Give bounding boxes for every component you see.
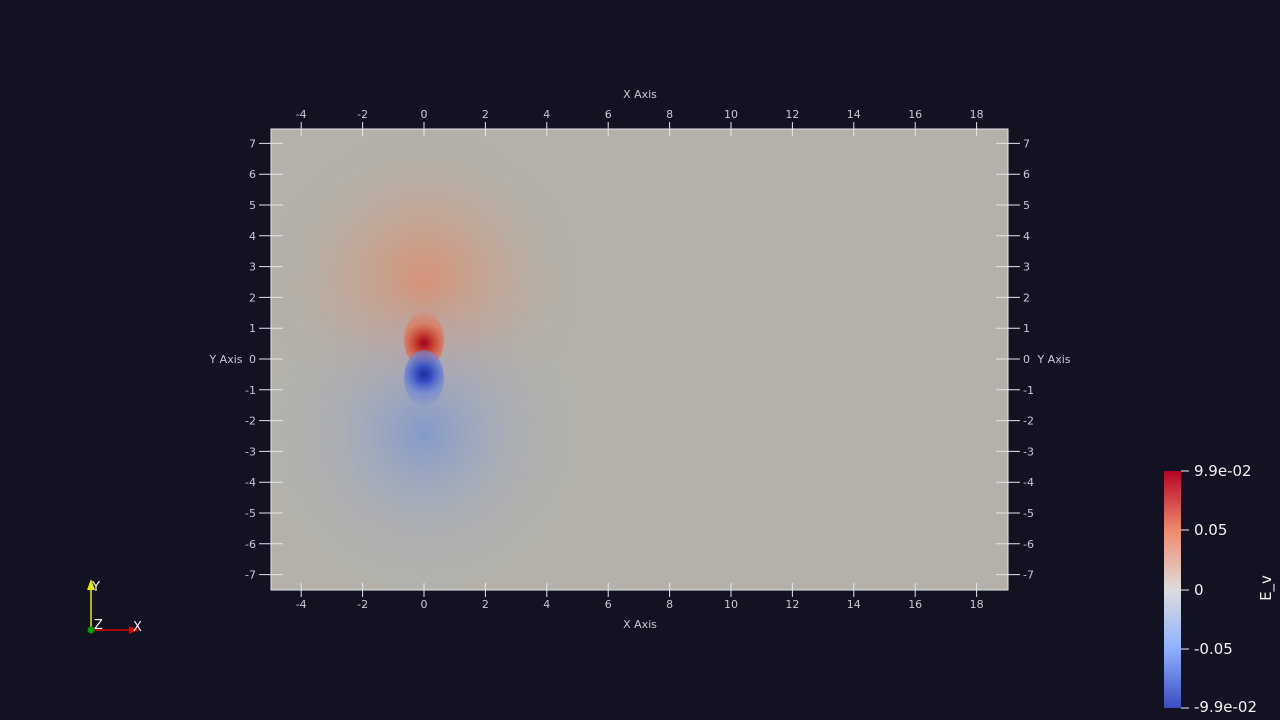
x-tick-label-top: -2 xyxy=(357,108,368,121)
x-tick-label-top: 2 xyxy=(482,108,489,121)
y-tick-label-right: 4 xyxy=(1023,230,1030,243)
x-tick-label-bottom: -4 xyxy=(296,598,307,611)
y-tick-label-left: 0 xyxy=(249,353,256,366)
y-tick-label-right: 6 xyxy=(1023,168,1030,181)
x-tick-label-bottom: 10 xyxy=(724,598,738,611)
y-tick-label-left: -3 xyxy=(245,445,256,458)
y-tick-label-right: -3 xyxy=(1023,445,1034,458)
x-tick-label-bottom: 6 xyxy=(605,598,612,611)
triad-x-label: X xyxy=(133,620,142,635)
y-tick-label-right: -7 xyxy=(1023,569,1034,582)
y-tick-label-left: -4 xyxy=(245,476,256,489)
y-tick-label-right: 3 xyxy=(1023,261,1030,274)
y-tick-label-left: 6 xyxy=(249,168,256,181)
x-axis-title-top: X Axis xyxy=(623,88,657,101)
x-tick-label-top: 16 xyxy=(908,108,922,121)
y-tick-label-right: -4 xyxy=(1023,476,1034,489)
triad-x-arrowhead xyxy=(129,626,139,634)
orientation-axes-widget[interactable]: Y Z X xyxy=(87,579,142,635)
y-axis-left-ticks: 7 6 5 4 3 2 1 0 -1 -2 -3 -4 -5 -6 -7 xyxy=(245,137,283,582)
x-tick-label-bottom: 0 xyxy=(421,598,428,611)
colorbar-label-high: 0.05 xyxy=(1194,521,1227,539)
colorbar-label-zero: 0 xyxy=(1194,581,1204,599)
colorbar-label-min: -9.9e-02 xyxy=(1194,698,1257,716)
x-axis-title-bottom: X Axis xyxy=(623,618,657,631)
x-tick-label-bottom: 18 xyxy=(970,598,984,611)
y-tick-label-left: 4 xyxy=(249,230,256,243)
x-tick-label-top: 8 xyxy=(666,108,673,121)
x-tick-label-top: 0 xyxy=(421,108,428,121)
y-tick-label-right: 7 xyxy=(1023,137,1030,150)
y-tick-label-right: 1 xyxy=(1023,322,1030,335)
colorbar-gradient xyxy=(1164,471,1181,708)
y-tick-label-right: -6 xyxy=(1023,538,1034,551)
colorbar-label-low: -0.05 xyxy=(1194,640,1233,658)
y-tick-label-left: 5 xyxy=(249,199,256,212)
x-tick-label-bottom: 12 xyxy=(785,598,799,611)
triad-z-axis xyxy=(87,626,95,634)
y-tick-label-left: 7 xyxy=(249,137,256,150)
y-tick-label-right: -1 xyxy=(1023,384,1034,397)
y-tick-label-left: -7 xyxy=(245,569,256,582)
y-tick-label-left: -6 xyxy=(245,538,256,551)
colorbar-label-max: 9.9e-02 xyxy=(1194,462,1252,480)
negative-core xyxy=(404,350,444,406)
x-axis-bottom-ticks: -4 -2 0 2 4 6 8 10 12 14 16 18 xyxy=(294,583,984,611)
y-axis-right-ticks: 7 6 5 4 3 2 1 0 -1 -2 -3 -4 -5 -6 -7 xyxy=(996,137,1034,582)
x-tick-label-top: 12 xyxy=(785,108,799,121)
negative-halo xyxy=(271,258,599,590)
x-tick-label-bottom: 16 xyxy=(908,598,922,611)
color-legend[interactable]: 9.9e-02 0.05 0 -0.05 -9.9e-02 E_v xyxy=(1164,462,1276,716)
x-tick-label-top: 10 xyxy=(724,108,738,121)
colorbar-ticks xyxy=(1181,470,1189,709)
y-tick-label-left: -2 xyxy=(245,415,256,428)
y-axis-title-right: Y Axis xyxy=(1036,353,1070,366)
triad-y-label: Y xyxy=(91,580,100,595)
x-tick-label-top: 4 xyxy=(543,108,550,121)
x-tick-label-bottom: 8 xyxy=(666,598,673,611)
y-tick-label-left: -1 xyxy=(245,384,256,397)
field-plot[interactable] xyxy=(249,110,1008,608)
y-tick-label-left: 3 xyxy=(249,261,256,274)
x-tick-label-top: 6 xyxy=(605,108,612,121)
x-tick-label-bottom: 2 xyxy=(482,598,489,611)
y-tick-label-left: -5 xyxy=(245,507,256,520)
triad-y-arrowhead xyxy=(87,579,95,590)
y-tick-label-right: -2 xyxy=(1023,415,1034,428)
x-tick-label-top: 14 xyxy=(847,108,861,121)
triad-z-label: Z xyxy=(94,618,103,633)
x-tick-label-top: 18 xyxy=(970,108,984,121)
x-axis-top-ticks: -4 -2 0 2 4 6 8 10 12 14 16 18 xyxy=(294,108,984,136)
y-tick-label-right: 5 xyxy=(1023,199,1030,212)
x-tick-label-top: -4 xyxy=(296,108,307,121)
colorbar-title: E_v xyxy=(1257,575,1276,601)
y-tick-label-left: 1 xyxy=(249,322,256,335)
y-tick-label-right: 0 xyxy=(1023,353,1030,366)
y-axis-title-left: Y Axis xyxy=(208,353,242,366)
y-tick-label-right: 2 xyxy=(1023,291,1030,304)
x-tick-label-bottom: 14 xyxy=(847,598,861,611)
x-tick-label-bottom: -2 xyxy=(357,598,368,611)
x-tick-label-bottom: 4 xyxy=(543,598,550,611)
y-tick-label-right: -5 xyxy=(1023,507,1034,520)
y-tick-label-left: 2 xyxy=(249,291,256,304)
